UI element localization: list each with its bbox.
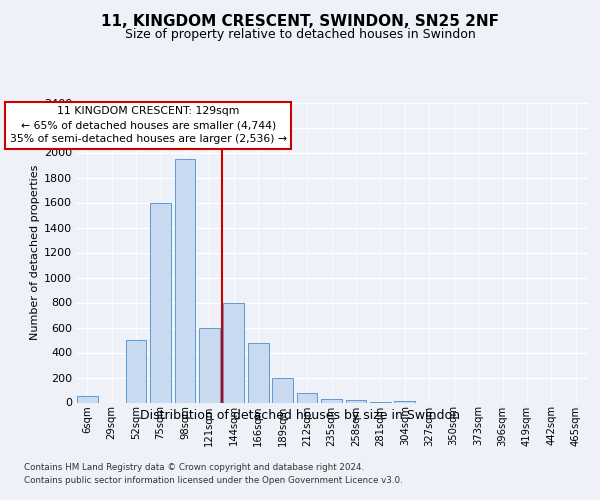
Text: 11, KINGDOM CRESCENT, SWINDON, SN25 2NF: 11, KINGDOM CRESCENT, SWINDON, SN25 2NF [101,14,499,29]
Bar [346,400,367,402]
Bar [223,302,244,402]
Bar [248,343,269,402]
Bar [296,392,317,402]
Text: Distribution of detached houses by size in Swindon: Distribution of detached houses by size … [140,409,460,422]
Bar [321,399,342,402]
Y-axis label: Number of detached properties: Number of detached properties [30,165,40,340]
Text: 11 KINGDOM CRESCENT: 129sqm
← 65% of detached houses are smaller (4,744)
35% of : 11 KINGDOM CRESCENT: 129sqm ← 65% of det… [10,106,287,144]
Text: Size of property relative to detached houses in Swindon: Size of property relative to detached ho… [125,28,475,41]
Text: Contains public sector information licensed under the Open Government Licence v3: Contains public sector information licen… [24,476,403,485]
Bar [150,202,171,402]
Bar [175,159,196,402]
Bar [77,396,98,402]
Bar [199,328,220,402]
Bar [394,401,415,402]
Text: Contains HM Land Registry data © Crown copyright and database right 2024.: Contains HM Land Registry data © Crown c… [24,462,364,471]
Bar [272,378,293,402]
Bar [125,340,146,402]
